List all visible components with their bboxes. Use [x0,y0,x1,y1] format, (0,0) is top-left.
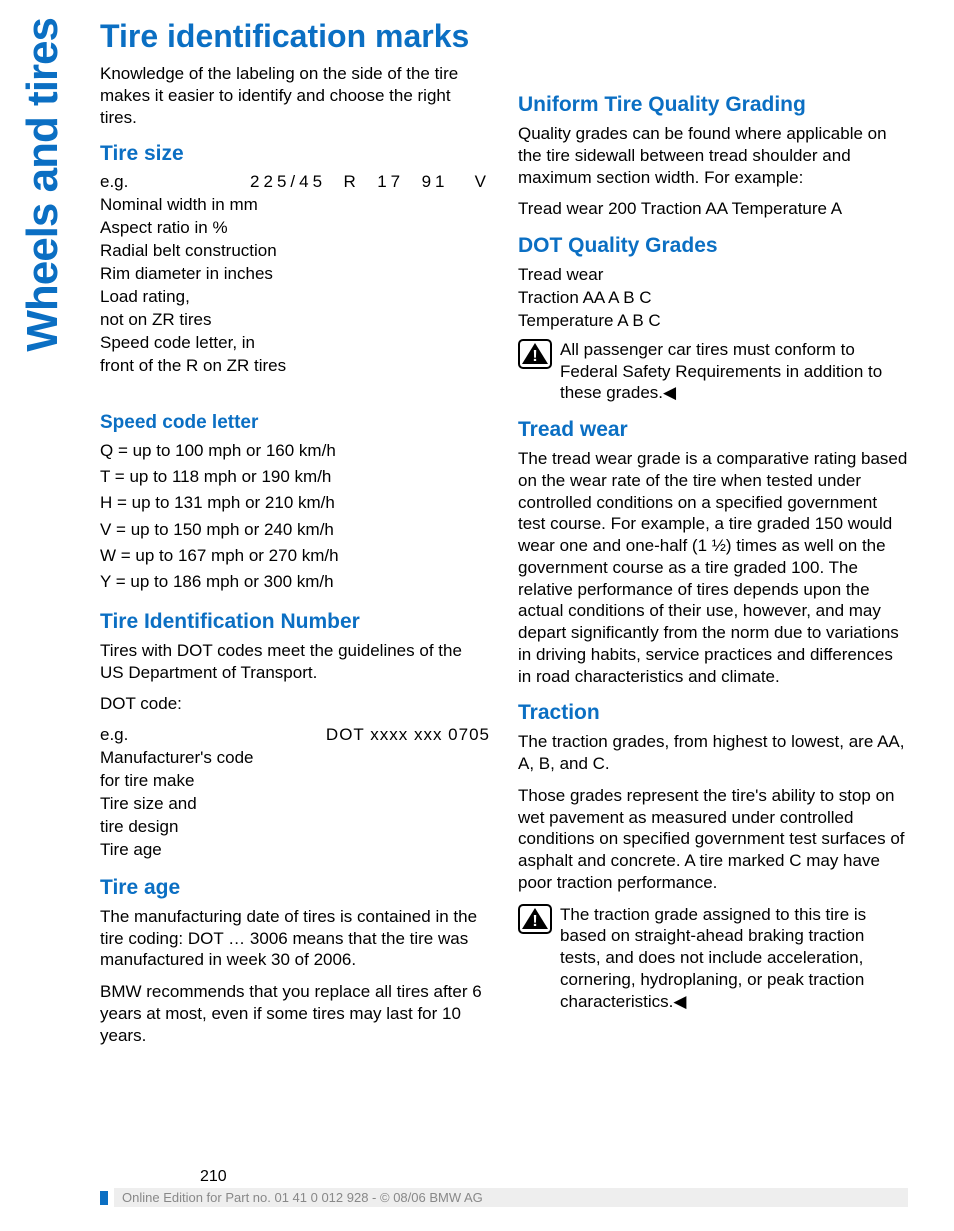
list-item: Q = up to 100 mph or 160 km/h [100,438,490,464]
list-item: Speed code letter, in [100,332,490,355]
svg-text:!: ! [532,913,537,930]
utqg-p1: Quality grades can be found where applic… [518,123,908,188]
heading-tin: Tire Identification Number [100,610,490,634]
list-item: tire design [100,816,490,839]
list-item: H = up to 131 mph or 210 km/h [100,490,490,516]
heading-traction: Traction [518,701,908,725]
list-item: Temperature A B C [518,310,908,333]
intro-text: Knowledge of the labeling on the side of… [100,63,490,128]
dot-code-label: DOT code: [100,693,490,715]
tire-size-example-row: e.g. 225/45 R 17 91 V [100,172,490,192]
footer-accent-bar [100,1191,108,1205]
heading-tire-age: Tire age [100,876,490,900]
footer-rule: Online Edition for Part no. 01 41 0 012 … [100,1188,908,1207]
list-item: Manufacturer's code [100,747,490,770]
list-item: not on ZR tires [100,309,490,332]
heading-tread-wear: Tread wear [518,418,908,442]
list-item: T = up to 118 mph or 190 km/h [100,464,490,490]
list-item: Y = up to 186 mph or 300 km/h [100,569,490,595]
list-item: Tread wear [518,264,908,287]
list-item: Aspect ratio in % [100,217,490,240]
list-item: front of the R on ZR tires [100,355,490,378]
content-columns: Knowledge of the labeling on the side of… [100,63,908,1056]
list-item: V = up to 150 mph or 240 km/h [100,517,490,543]
tread-wear-para: The tread wear grade is a comparative ra… [518,448,908,687]
tire-age-p1: The manufacturing date of tires is conta… [100,906,490,971]
tire-size-code: 225/45 R 17 91 V [250,172,490,192]
section-tab: Wheels and tires [18,18,78,352]
warning-block: ! The traction grade assigned to this ti… [518,904,908,1013]
list-item: Tire size and [100,793,490,816]
list-item: Rim diameter in inches [100,263,490,286]
speed-code-list: Q = up to 100 mph or 160 km/h T = up to … [100,438,490,596]
heading-dot-grades: DOT Quality Grades [518,234,908,258]
eg-label: e.g. [100,172,128,192]
heading-speed-code: Speed code letter [100,412,490,434]
dot-code: DOT xxxx xxx 0705 [326,725,490,745]
warning-text: The traction grade assigned to this tire… [560,904,908,1013]
list-item: for tire make [100,770,490,793]
warning-icon: ! [518,339,552,369]
tin-para: Tires with DOT codes meet the guidelines… [100,640,490,684]
list-item: Radial belt construction [100,240,490,263]
page-title: Tire identification marks [100,18,908,55]
footer-copyright: Online Edition for Part no. 01 41 0 012 … [114,1188,908,1207]
svg-text:!: ! [532,348,537,365]
list-item: Traction AA A B C [518,287,908,310]
footer: 210 Online Edition for Part no. 01 41 0 … [100,1168,908,1207]
page-number: 210 [100,1168,908,1186]
tire-age-p2: BMW recommends that you replace all tire… [100,981,490,1046]
right-column: Uniform Tire Quality Grading Quality gra… [518,63,908,1056]
dot-breakdown: Manufacturer's code for tire make Tire s… [100,747,490,862]
heading-tire-size: Tire size [100,142,490,166]
tire-size-breakdown: Nominal width in mm Aspect ratio in % Ra… [100,194,490,378]
warning-block: ! All passenger car tires must conform t… [518,339,908,404]
utqg-p2: Tread wear 200 Traction AA Temperature A [518,198,908,220]
heading-utqg: Uniform Tire Quality Grading [518,93,908,117]
page: Wheels and tires Tire identification mar… [0,18,954,1231]
list-item: Tire age [100,839,490,862]
warning-text: All passenger car tires must conform to … [560,339,908,404]
warning-icon: ! [518,904,552,934]
list-item: Nominal width in mm [100,194,490,217]
dot-grades-list: Tread wear Traction AA A B C Temperature… [518,264,908,333]
list-item: Load rating, [100,286,490,309]
traction-p1: The traction grades, from highest to low… [518,731,908,775]
eg-label: e.g. [100,725,128,745]
dot-example-row: e.g. DOT xxxx xxx 0705 [100,725,490,745]
list-item: W = up to 167 mph or 270 km/h [100,543,490,569]
traction-p2: Those grades represent the tire's abilit… [518,785,908,894]
left-column: Knowledge of the labeling on the side of… [100,63,490,1056]
